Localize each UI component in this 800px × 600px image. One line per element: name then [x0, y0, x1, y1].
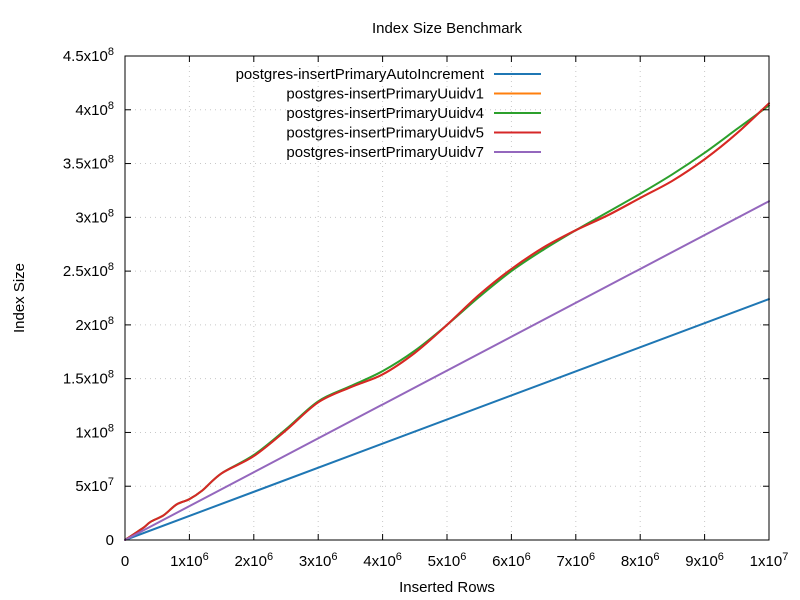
x-tick-label-exponent: 6 [589, 551, 595, 563]
y-tick-label: 4.5x108 [63, 46, 114, 65]
chart-title: Index Size Benchmark [372, 20, 523, 37]
y-tick-label-base: 3x10 [75, 209, 108, 226]
y-tick-label-exponent: 8 [108, 261, 114, 273]
y-tick-label-base: 3.5x10 [63, 156, 108, 173]
legend-label: postgres-insertPrimaryUuidv1 [286, 86, 484, 103]
x-tick-label-base: 1x10 [750, 553, 783, 570]
y-tick-label: 1x108 [75, 422, 114, 441]
x-tick-label-base: 2x10 [234, 553, 267, 570]
x-tick-label-exponent: 6 [525, 551, 531, 563]
tick-label-layer: 0 1x106 2x106 3x106 4x106 5x106 6x106 7x106 8x10… [63, 46, 789, 570]
x-tick-label-exponent: 6 [203, 551, 209, 563]
x-tick-label: 9x106 [685, 551, 724, 570]
y-tick-label-exponent: 8 [108, 46, 114, 58]
x-tick-label-exponent: 6 [396, 551, 402, 563]
y-tick-label-base: 0 [106, 532, 114, 549]
y-tick-label: 2.5x108 [63, 261, 114, 280]
series-line-postgres-insertprimaryuuidv5 [124, 102, 770, 541]
x-tick-label-base: 4x10 [363, 553, 396, 570]
y-tick-label-exponent: 8 [108, 422, 114, 434]
y-tick-label: 1.5x108 [63, 369, 114, 388]
x-tick-label-base: 3x10 [299, 553, 332, 570]
y-tick-label: 5x107 [75, 476, 114, 495]
x-tick-label: 0 [121, 553, 129, 570]
legend-label: postgres-insertPrimaryUuidv5 [286, 125, 484, 142]
x-tick-label: 7x106 [556, 551, 595, 570]
x-tick-label-base: 8x10 [621, 553, 654, 570]
legend-label: postgres-insertPrimaryUuidv7 [286, 144, 484, 161]
grid-layer [125, 56, 769, 540]
x-tick-label-exponent: 7 [782, 551, 788, 563]
x-tick-label: 5x106 [428, 551, 467, 570]
series-layer [124, 102, 770, 541]
x-tick-label-base: 0 [121, 553, 129, 570]
x-tick-label-exponent: 6 [267, 551, 273, 563]
y-tick-label-base: 1.5x10 [63, 371, 108, 388]
x-tick-label-base: 7x10 [556, 553, 589, 570]
x-tick-label-exponent: 6 [460, 551, 466, 563]
series-line-postgres-insertprimaryautoincrement [124, 298, 770, 541]
x-tick-label: 1x107 [750, 551, 789, 570]
x-axis-label: Inserted Rows [399, 579, 495, 596]
y-tick-label-exponent: 8 [108, 154, 114, 166]
x-tick-label-exponent: 6 [718, 551, 724, 563]
y-tick-label-base: 2x10 [75, 317, 108, 334]
tick-layer [124, 55, 770, 541]
y-tick-label-base: 4x10 [75, 102, 108, 119]
x-tick-label-base: 5x10 [428, 553, 461, 570]
legend: postgres-insertPrimaryAutoIncrement postg… [236, 66, 541, 161]
x-tick-label: 1x106 [170, 551, 209, 570]
x-tick-label-exponent: 6 [653, 551, 659, 563]
y-tick-label-exponent: 8 [108, 100, 114, 112]
legend-label: postgres-insertPrimaryAutoIncrement [236, 66, 485, 83]
x-tick-label-base: 6x10 [492, 553, 525, 570]
x-tick-label-exponent: 6 [331, 551, 337, 563]
y-tick-label-base: 1x10 [75, 424, 108, 441]
series-line-postgres-insertprimaryuuidv7 [124, 200, 770, 541]
y-axis-label: Index Size [11, 263, 28, 333]
y-tick-label: 3.5x108 [63, 154, 114, 173]
y-tick-label: 4x108 [75, 100, 114, 119]
y-tick-label-exponent: 8 [108, 315, 114, 327]
x-tick-label-base: 1x10 [170, 553, 203, 570]
y-tick-label: 0 [106, 532, 114, 549]
y-tick-label: 3x108 [75, 207, 114, 226]
y-tick-label: 2x108 [75, 315, 114, 334]
y-tick-label-base: 4.5x10 [63, 48, 108, 65]
legend-label: postgres-insertPrimaryUuidv4 [286, 105, 484, 122]
y-tick-label-exponent: 8 [108, 369, 114, 381]
y-tick-label-exponent: 7 [108, 476, 114, 488]
x-tick-label: 6x106 [492, 551, 531, 570]
x-tick-label: 4x106 [363, 551, 402, 570]
x-tick-label: 2x106 [234, 551, 273, 570]
y-tick-label-base: 5x10 [75, 478, 108, 495]
x-tick-label-base: 9x10 [685, 553, 718, 570]
x-tick-label: 8x106 [621, 551, 660, 570]
y-tick-label-base: 2.5x10 [63, 263, 108, 280]
x-tick-label: 3x106 [299, 551, 338, 570]
y-tick-label-exponent: 8 [108, 207, 114, 219]
